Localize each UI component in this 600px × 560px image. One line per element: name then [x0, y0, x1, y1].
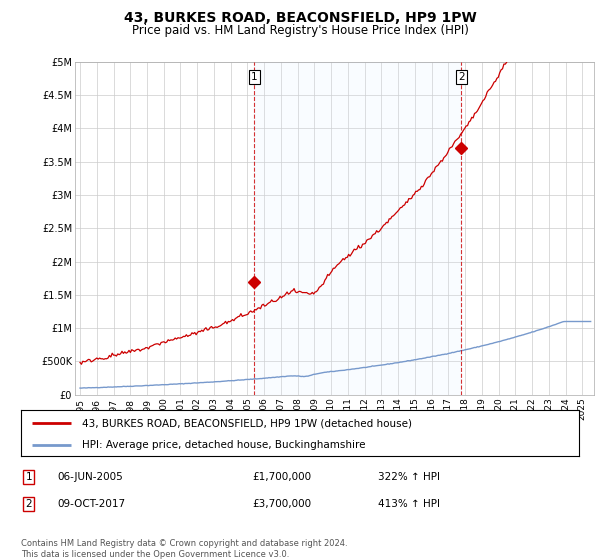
Text: 06-JUN-2005: 06-JUN-2005 — [57, 472, 123, 482]
Bar — [254, 62, 461, 395]
Text: 413% ↑ HPI: 413% ↑ HPI — [378, 499, 440, 509]
Text: £3,700,000: £3,700,000 — [252, 499, 311, 509]
Text: Price paid vs. HM Land Registry's House Price Index (HPI): Price paid vs. HM Land Registry's House … — [131, 24, 469, 36]
Text: 43, BURKES ROAD, BEACONSFIELD, HP9 1PW (detached house): 43, BURKES ROAD, BEACONSFIELD, HP9 1PW (… — [82, 418, 412, 428]
Text: 322% ↑ HPI: 322% ↑ HPI — [378, 472, 440, 482]
Text: 09-OCT-2017: 09-OCT-2017 — [57, 499, 125, 509]
Text: 1: 1 — [25, 472, 32, 482]
Text: Contains HM Land Registry data © Crown copyright and database right 2024.
This d: Contains HM Land Registry data © Crown c… — [21, 539, 347, 559]
Text: 2: 2 — [458, 72, 464, 82]
Text: 2: 2 — [25, 499, 32, 509]
Text: £1,700,000: £1,700,000 — [252, 472, 311, 482]
Text: 43, BURKES ROAD, BEACONSFIELD, HP9 1PW: 43, BURKES ROAD, BEACONSFIELD, HP9 1PW — [124, 11, 476, 25]
Text: 1: 1 — [251, 72, 258, 82]
Text: HPI: Average price, detached house, Buckinghamshire: HPI: Average price, detached house, Buck… — [82, 440, 366, 450]
